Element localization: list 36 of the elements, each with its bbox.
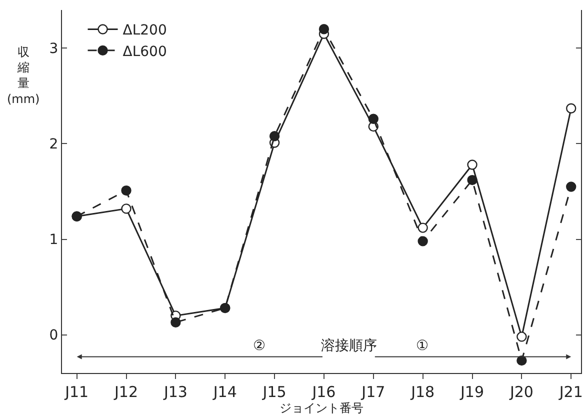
y-tick-label: 3 xyxy=(49,41,58,58)
x-tick-label: J20 xyxy=(508,383,534,401)
point xyxy=(516,355,527,366)
x-tick-label: J15 xyxy=(262,383,286,401)
x-tick-label: J13 xyxy=(162,383,188,401)
point xyxy=(368,114,378,124)
point xyxy=(516,332,527,342)
y-axis-title: 収縮量(mm) xyxy=(7,45,40,106)
x-tick-label: J21 xyxy=(558,383,583,401)
point xyxy=(467,160,478,170)
x-tick-label: J12 xyxy=(114,383,138,401)
y-tick-label: 1 xyxy=(49,232,58,248)
x-axis-title: ジョイント番号 xyxy=(280,401,364,415)
point xyxy=(418,222,428,233)
point xyxy=(566,103,576,114)
x-tick-label: J14 xyxy=(212,383,237,401)
x-tick-label: J18 xyxy=(410,383,435,401)
y-tick-label: 2 xyxy=(49,136,58,153)
x-tick-label: J16 xyxy=(311,383,336,401)
annotation: 溶接順序 xyxy=(321,338,377,354)
point xyxy=(318,24,330,34)
x-tick-label: J19 xyxy=(460,383,484,401)
legend-label: ΔL600 xyxy=(122,44,167,60)
x-tick-label: J11 xyxy=(64,383,89,401)
point xyxy=(121,185,132,196)
point xyxy=(170,317,181,328)
point xyxy=(566,182,576,192)
legend-label: ΔL200 xyxy=(122,22,167,39)
point xyxy=(269,130,280,142)
annotation: ① xyxy=(416,338,429,354)
point xyxy=(467,174,478,186)
annotation: ② xyxy=(253,338,266,354)
x-tick-label: J17 xyxy=(360,383,386,401)
point xyxy=(121,204,132,214)
point xyxy=(418,236,428,246)
y-tick-label: 0 xyxy=(49,328,58,344)
